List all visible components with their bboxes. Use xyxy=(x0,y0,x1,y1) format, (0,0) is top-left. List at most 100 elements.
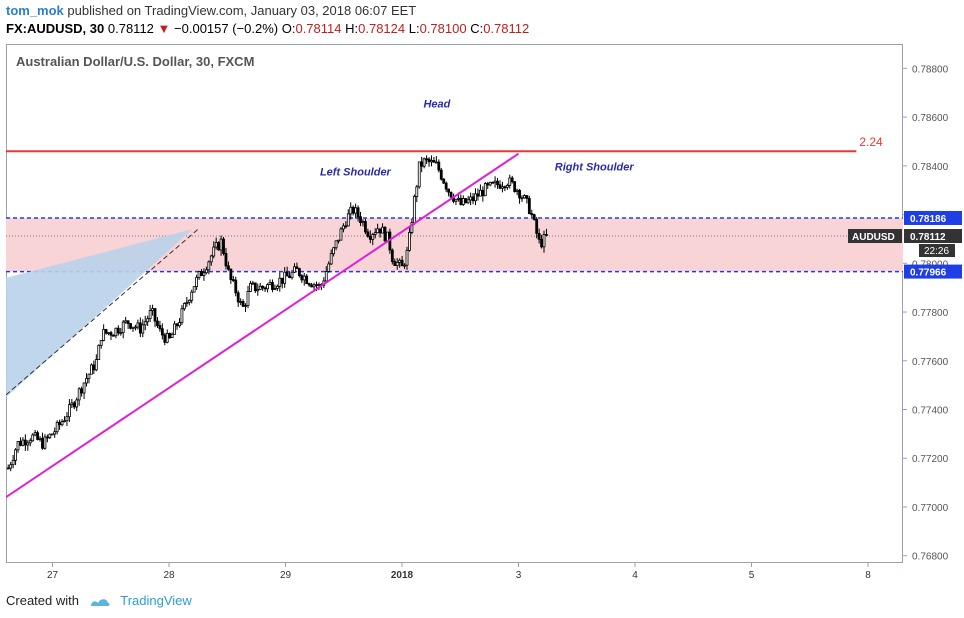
candle-body xyxy=(227,265,230,270)
symbol-tag-bg xyxy=(848,229,902,244)
candle-body xyxy=(530,213,534,216)
low-value: 0.78100 xyxy=(419,21,467,36)
candle-body xyxy=(410,222,414,233)
candle-body xyxy=(70,402,74,406)
candle-body xyxy=(200,271,203,277)
candle-body xyxy=(217,242,221,251)
candle-body xyxy=(464,198,468,204)
candle-body xyxy=(408,232,411,251)
candle-body xyxy=(116,327,120,334)
candle-body xyxy=(104,329,108,334)
timer-tag: 22:26 xyxy=(924,246,949,257)
high-value: 0.78124 xyxy=(358,21,406,36)
candle-body xyxy=(180,308,184,323)
candle-body xyxy=(214,242,218,248)
candle-body xyxy=(268,282,272,285)
candle-body xyxy=(476,193,480,197)
candle-body xyxy=(395,261,399,266)
zone-upper-tag-bg xyxy=(904,210,962,225)
candle-body xyxy=(219,238,223,251)
candle-body xyxy=(346,213,350,227)
candle-body xyxy=(58,421,62,426)
annotation-label: Right Shoulder xyxy=(555,162,635,174)
x-tick-label: 28 xyxy=(163,570,175,581)
candle-body xyxy=(310,284,313,288)
candle-body xyxy=(532,214,536,220)
candle-body xyxy=(449,191,453,198)
candle-body xyxy=(222,238,225,254)
y-tick-label: 0.77000 xyxy=(912,503,949,514)
candle-body xyxy=(231,279,235,281)
candle-body xyxy=(102,329,106,341)
candle-body xyxy=(36,432,39,440)
candle-body xyxy=(119,332,123,334)
candle-body xyxy=(153,308,157,322)
candle-body xyxy=(398,259,402,263)
down-arrow-icon: ▼ xyxy=(157,21,171,36)
candle-body xyxy=(483,183,487,197)
candle-body xyxy=(459,197,463,205)
candle-body xyxy=(67,404,71,418)
candle-body xyxy=(430,160,433,163)
candle-body xyxy=(43,436,47,449)
candle-body xyxy=(359,216,362,224)
author-name[interactable]: tom_mok xyxy=(6,3,64,18)
candle-body xyxy=(209,255,213,263)
candle-body xyxy=(527,198,531,214)
x-tick-label: 4 xyxy=(632,570,638,581)
candle-body xyxy=(41,437,44,449)
candle-body xyxy=(48,433,52,439)
candle-body xyxy=(545,234,548,236)
projection-triangle xyxy=(6,229,193,398)
candle-body xyxy=(244,305,247,307)
neckline-trendline xyxy=(6,152,520,499)
candle-body xyxy=(107,332,110,335)
candle-body xyxy=(112,334,115,337)
x-tick-label: 2018 xyxy=(391,570,414,581)
tradingview-link[interactable]: TradingView xyxy=(120,593,192,608)
candle-body xyxy=(38,437,42,440)
candle-body xyxy=(295,266,299,269)
candle-body xyxy=(366,231,370,237)
candle-body xyxy=(141,324,145,334)
candle-body xyxy=(491,181,495,184)
candle-body xyxy=(190,291,194,301)
candle-body xyxy=(471,196,475,202)
candle-body xyxy=(351,206,355,214)
candle-body xyxy=(126,320,130,324)
candle-body xyxy=(266,284,269,290)
candle-body xyxy=(251,282,255,285)
y-tick-label: 0.78600 xyxy=(912,113,949,124)
candle-body xyxy=(82,382,86,394)
close-value: 0.78112 xyxy=(483,21,530,36)
open-label: O: xyxy=(281,21,296,36)
candle-body xyxy=(138,322,142,334)
zone-upper-tag: 0.78186 xyxy=(910,214,947,225)
annotation-label: Head xyxy=(423,98,450,110)
candle-body xyxy=(503,186,507,189)
candle-body xyxy=(342,225,345,230)
y-tick-label: 0.78400 xyxy=(912,162,949,173)
candle-body xyxy=(261,285,265,289)
candle-body xyxy=(271,282,274,290)
candle-body xyxy=(505,185,509,188)
candle-body xyxy=(400,259,404,267)
x-tick-label: 5 xyxy=(749,570,755,581)
candle-body xyxy=(474,193,477,202)
candle-body xyxy=(121,321,125,333)
candle-body xyxy=(151,308,154,311)
candle-body xyxy=(307,283,311,286)
candle-body xyxy=(493,180,497,184)
x-tick-label: 3 xyxy=(516,570,522,581)
candle-body xyxy=(28,440,32,444)
candle-body xyxy=(11,459,15,466)
candle-body xyxy=(285,271,289,277)
candle-body xyxy=(332,247,336,255)
candle-body xyxy=(143,321,147,326)
candle-body xyxy=(390,249,394,263)
candle-body xyxy=(136,322,140,328)
candle-body xyxy=(349,206,353,215)
candle-body xyxy=(77,388,81,401)
candle-body xyxy=(156,320,159,326)
